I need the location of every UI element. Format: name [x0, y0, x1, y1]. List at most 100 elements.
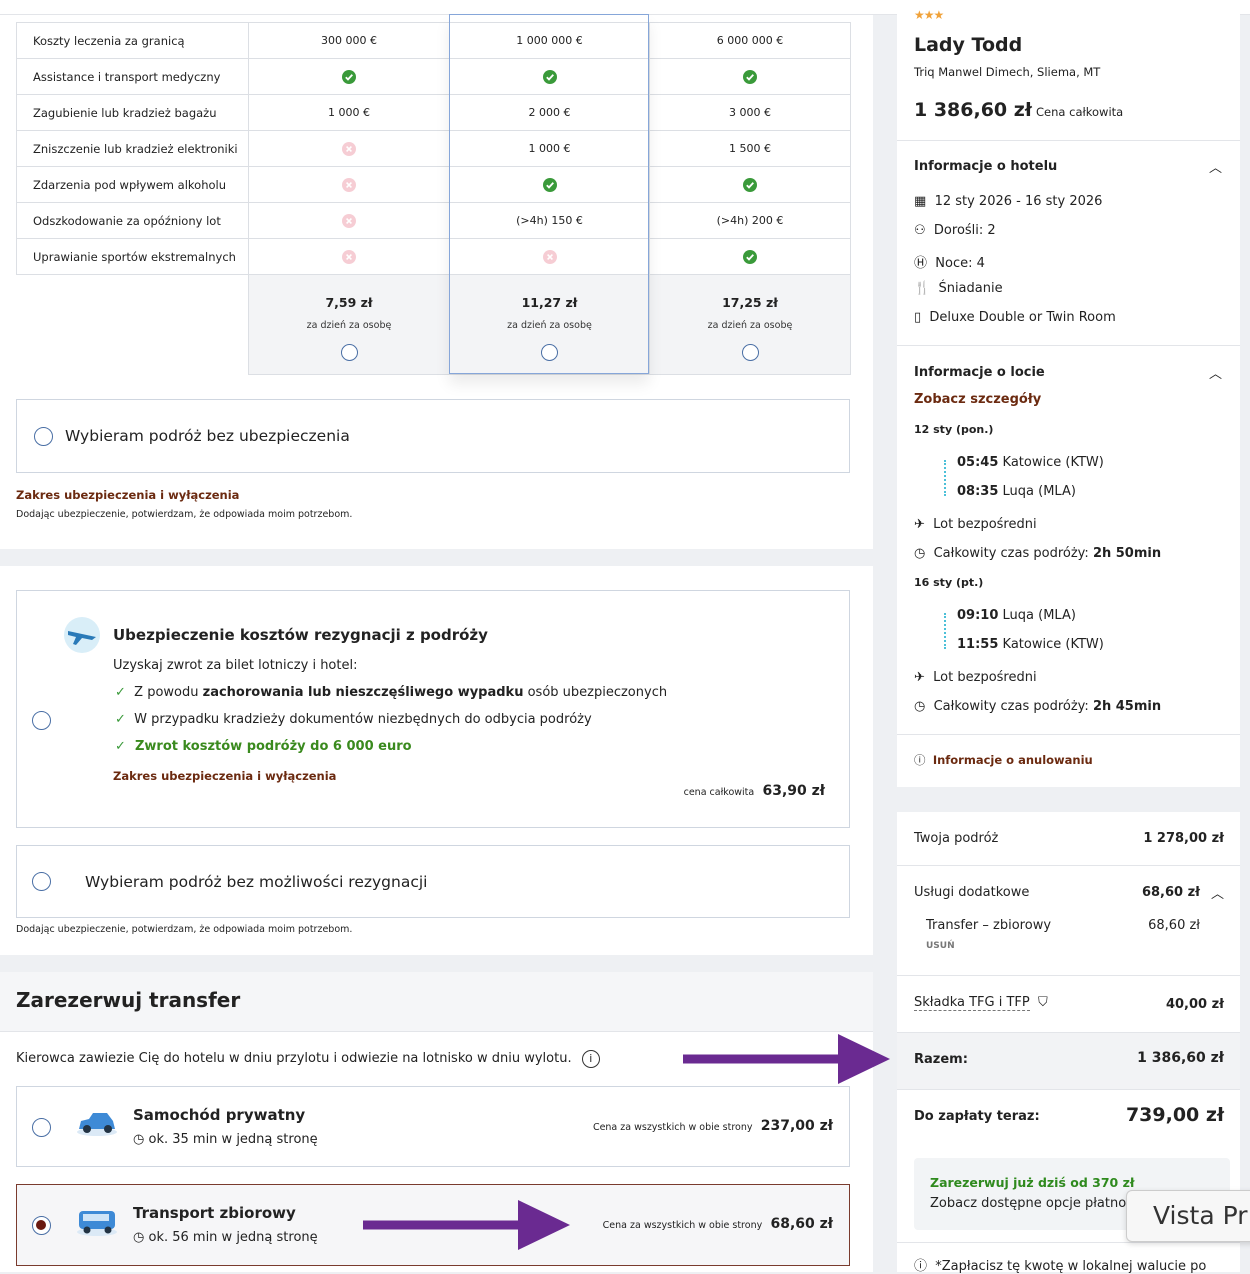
radio[interactable]: [34, 427, 53, 446]
cell: 3 000 €: [649, 94, 851, 131]
cell: 2 000 €: [449, 94, 650, 131]
airport: Luqa (MLA): [1002, 484, 1076, 499]
chevron[interactable]: ︿: [1210, 887, 1224, 902]
value: 1 386,60 zł: [1137, 1050, 1224, 1066]
value: 40,00 zł: [1165, 997, 1224, 1012]
cross-icon: [342, 249, 356, 264]
divider: [897, 1242, 1240, 1243]
plan-radio[interactable]: [541, 344, 558, 361]
consent: Dodając ubezpieczenie, potwierdzam, że o…: [16, 924, 353, 935]
route-line: [944, 613, 948, 649]
radio[interactable]: [32, 711, 51, 730]
radio[interactable]: [32, 1118, 51, 1137]
section-title[interactable]: Informacje o locie: [914, 365, 1045, 380]
cell: (>4h) 200 €: [649, 202, 851, 239]
chevron[interactable]: ︿: [1208, 367, 1222, 382]
transfer-intro: Kierowca zawiezie Cię do hotelu w dniu p…: [16, 1050, 600, 1068]
detail: ⚇ Dorośli: 2: [914, 223, 996, 238]
check-icon: [743, 249, 757, 264]
remove-link[interactable]: USUŃ: [926, 941, 955, 951]
cross: [248, 238, 450, 275]
total-band: [897, 1032, 1240, 1090]
transfer-header: [0, 972, 873, 1032]
airport: Katowice (KTW): [1002, 637, 1104, 652]
departure: 09:10 Luqa (MLA): [957, 608, 1076, 623]
price-value: 237,00 zł: [760, 1118, 833, 1134]
detail: ▦ 12 sty 2026 - 16 sty 2026: [914, 194, 1103, 209]
detail: Ⓗ Noce: 4: [914, 256, 985, 271]
text: ok. 35 min w jedną stronę: [148, 1132, 318, 1147]
plan-price: 7,59 zł: [325, 295, 373, 310]
row: Zniszczenie lub kradzież elektroniki 1 00…: [16, 130, 851, 167]
option-name: Transport zbiorowy: [133, 1204, 296, 1222]
row: Uprawianie sportów ekstremalnych: [16, 238, 851, 275]
row: Zdarzenia pod wpływem alkoholu: [16, 166, 851, 203]
scope-link[interactable]: Zakres ubezpieczenia i wyłączenia: [16, 488, 240, 502]
time: 08:35: [957, 484, 999, 499]
direct: ✈ Lot bezpośredni: [914, 517, 1037, 532]
detail: ▯ Deluxe Double or Twin Room: [914, 310, 1116, 325]
hotel-name: Lady Todd: [914, 34, 1023, 56]
text: Zwrot kosztów podróży do 6 000 euro: [134, 739, 412, 754]
cross: [248, 166, 450, 203]
cell: 6 000 000 €: [649, 22, 851, 59]
time: 09:10: [957, 608, 999, 623]
item-name: Transfer – zbiorowy: [926, 918, 1052, 933]
consent: Dodając ubezpieczenie, potwierdzam, że o…: [16, 509, 353, 520]
price-label: Cena za wszystkich w obie strony: [592, 1122, 753, 1133]
option-price: Cena za wszystkich w obie strony 68,60 z…: [603, 1216, 833, 1232]
cell: 300 000 €: [248, 22, 450, 59]
row: Koszty leczenia za granicą 300 000 €1 000…: [16, 22, 851, 59]
transfer-option[interactable]: Samochód prywatny ◷ ok. 35 min w jedną s…: [16, 1086, 850, 1167]
tooltip: Vista Pr: [1126, 1190, 1250, 1242]
plan-unit: za dzień za osobę: [707, 320, 793, 331]
text: ok. 56 min w jedną stronę: [148, 1230, 318, 1245]
price-row: 7,59 zł za dzień za osobę 11,27 zł za dzie…: [16, 274, 851, 375]
option-label: Wybieram podróż bez ubezpieczenia: [65, 427, 350, 445]
title: Ubezpieczenie kosztów rezygnacji z podró…: [113, 626, 488, 644]
cell: 1 000 €: [449, 130, 650, 167]
hotel-price: 1 386,60 zł Cena całkowita: [914, 99, 1123, 121]
row-label: Odszkodowanie za opóźniony lot: [16, 202, 249, 239]
row-label: Assistance i transport medyczny: [16, 58, 249, 95]
route-line: [944, 460, 948, 496]
radio-selected[interactable]: [32, 1216, 51, 1235]
scope-link[interactable]: Zakres ubezpieczenia i wyłączenia: [113, 769, 337, 783]
plan: 17,25 zł za dzień za osobę: [649, 274, 851, 375]
text: osób ubezpieczonych: [523, 685, 668, 700]
cross-icon: [342, 141, 356, 156]
price-label: Cena za wszystkich w obie strony: [602, 1220, 763, 1231]
price-label: Cena całkowita: [1036, 105, 1124, 119]
radio[interactable]: [32, 872, 51, 891]
text: Deluxe Double or Twin Room: [929, 310, 1116, 325]
label: Całkowity czas podróży:: [933, 699, 1089, 714]
chevron[interactable]: ︿: [1208, 161, 1222, 176]
transfer-option-selected[interactable]: Transport zbiorowy ◷ ok. 56 min w jedną …: [16, 1184, 850, 1266]
cross-icon: [542, 249, 557, 264]
no-insurance-option[interactable]: Wybieram podróż bez ubezpieczenia: [16, 399, 850, 473]
bus-icon: [77, 1211, 117, 1236]
empty: [16, 274, 249, 375]
decline-option[interactable]: Wybieram podróż bez możliwości rezygnacj…: [16, 845, 850, 918]
plan-unit: za dzień za osobę: [507, 320, 592, 331]
plan-radio[interactable]: [340, 344, 358, 361]
cancellation-info[interactable]: ⓘ Informacje o anulowaniu: [914, 753, 1093, 767]
value: 68,60 zł: [1141, 885, 1200, 900]
cell: 1 000 000 €: [449, 22, 650, 59]
row-label: Zniszczenie lub kradzież elektroniki: [16, 130, 249, 167]
option-price: Cena za wszystkich w obie strony 237,00 …: [593, 1118, 833, 1134]
info-icon[interactable]: i: [581, 1050, 600, 1068]
cross: [248, 202, 450, 239]
text: W przypadku kradzieży dokumentów niezbęd…: [134, 712, 592, 727]
text: *Zapłacisz tę kwotę w lokalnej walucie p…: [935, 1259, 1207, 1274]
divider: [897, 345, 1240, 346]
option-label: Wybieram podróż bez możliwości rezygnacj…: [85, 873, 428, 891]
car-icon: [77, 1113, 117, 1136]
text: Śniadanie: [938, 281, 1003, 296]
section-title[interactable]: Informacje o hotelu: [914, 159, 1058, 174]
label[interactable]: Składka TFG i TFP: [914, 995, 1030, 1011]
details-link[interactable]: Zobacz szczegóły: [914, 392, 1042, 407]
plan-radio[interactable]: [741, 344, 759, 361]
time: 11:55: [957, 637, 999, 652]
cancellation-option[interactable]: Ubezpieczenie kosztów rezygnacji z podró…: [16, 590, 850, 828]
